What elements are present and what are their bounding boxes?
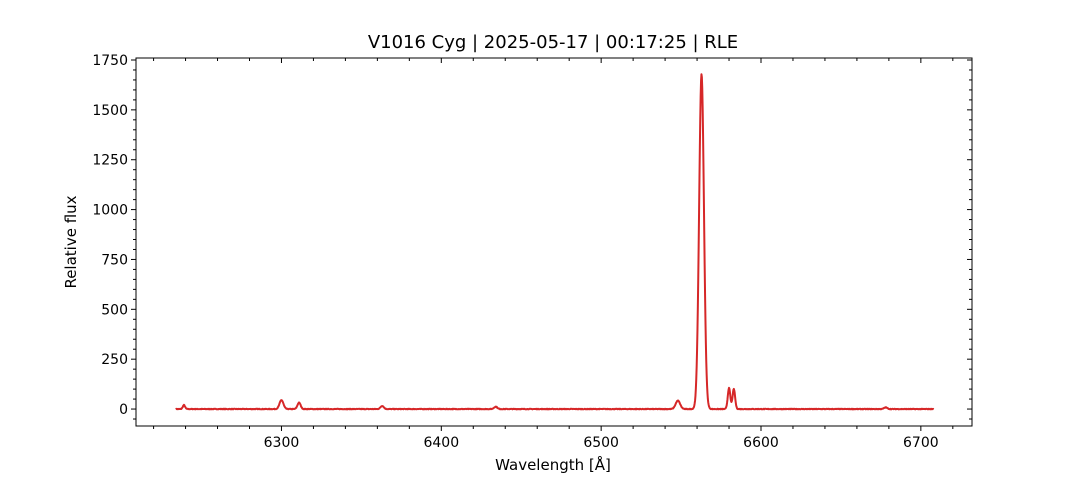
y-axis: 0 250 500 750 1000 1250 1500 1750	[92, 53, 972, 420]
y-tick-label: 1250	[92, 153, 128, 169]
x-axis: 6300 6400 6500 6600 6700	[153, 58, 954, 451]
y-tick-label: 1000	[92, 203, 128, 219]
y-tick-label: 750	[101, 252, 128, 268]
y-tick-label: 250	[101, 352, 128, 368]
series-line-flux	[175, 73, 935, 411]
y-axis-label: Relative flux	[62, 195, 80, 288]
chart-title: V1016 Cyg | 2025-05-17 | 00:17:25 | RLE	[368, 32, 738, 53]
axes-frame	[135, 57, 973, 427]
x-tick-label: 6500	[583, 435, 619, 451]
plot-area	[175, 73, 935, 411]
y-tick-label: 500	[101, 302, 128, 318]
x-tick-label: 6600	[743, 435, 779, 451]
y-tick-label: 1750	[92, 53, 128, 69]
y-tick-label: 0	[119, 402, 128, 418]
x-tick-label: 6700	[903, 435, 939, 451]
x-tick-label: 6400	[423, 435, 459, 451]
x-tick-label: 6300	[264, 435, 300, 451]
x-axis-label: Wavelength [Å]	[495, 455, 611, 474]
y-tick-label: 1500	[92, 103, 128, 119]
